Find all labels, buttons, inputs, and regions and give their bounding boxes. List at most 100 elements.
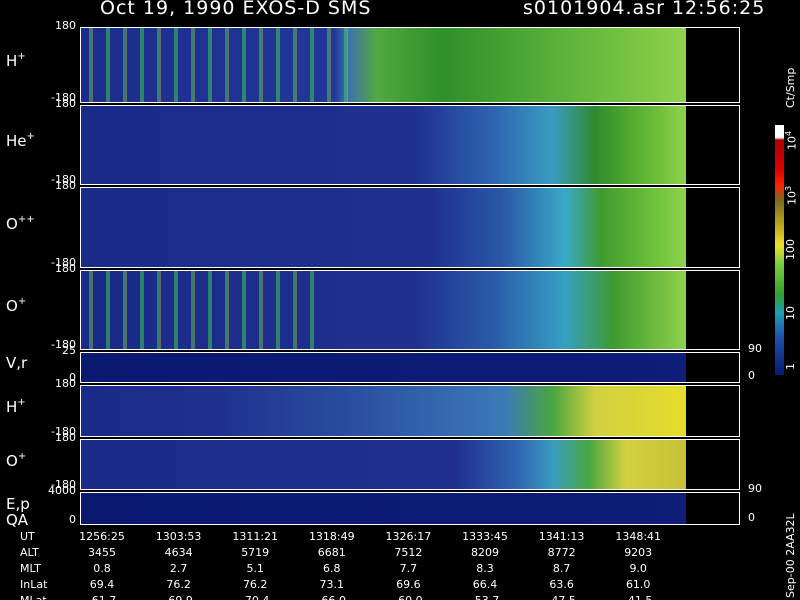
panel-border [80,492,740,525]
colorbar-label-exp: 3 [784,185,793,191]
panel-label-sup: + [26,131,35,142]
y-tick-label: 4000 [48,484,76,497]
cell: 5.1 [246,562,264,575]
cell: 1311:21 [232,530,279,543]
panel-label: E,p [6,495,30,513]
y-tick-label: -180 [51,173,76,186]
panel-border [80,439,740,490]
y-tick-label: 0 [69,371,76,384]
y-tick-label: 180 [55,431,76,444]
panel-border [80,105,740,185]
y-tick-label: 180 [55,97,76,110]
right-tick-label: 90 [748,482,762,495]
cell: 6.8 [323,562,341,575]
colorbar [775,125,784,375]
file-time: s0101904.asr 12:56:25 [523,0,766,19]
cell: -47.5 [532,594,592,600]
cell: 9.0 [629,562,647,575]
panel-label: O++ [6,214,35,233]
cell: 2.7 [169,562,188,575]
row-label: UT [20,530,35,543]
right-tick-label: 0 [748,511,755,524]
cell: 8209 [471,546,499,559]
cell: 1303:53 [155,530,202,543]
cell: 66.4 [472,578,498,591]
spectrogram-panel [80,352,686,383]
colorbar-label: 103 [784,186,799,205]
panel-label-sup: ++ [17,213,35,225]
y-tick-label: 25 [62,344,76,357]
right-tick-label: 90 [748,342,762,355]
cell: -53.7 [455,594,515,600]
cell: 1326:17 [385,530,432,543]
colorbar-label-base: 1 [784,363,797,370]
cell: 7.7 [399,562,418,575]
panel-label-text: H [6,398,18,416]
panel-label-sup: + [17,296,27,307]
colorbar-label: 104 [784,131,799,150]
cell: 1348:41 [615,530,662,543]
colorbar-label-base: 10 [784,306,797,320]
panel-label-text: O [6,297,18,315]
row-label: MLT [20,562,41,575]
cell: -61.7 [72,594,132,600]
panel-border [80,352,740,383]
row-label: InLat [20,578,48,591]
colorbar-label: 100 [784,239,797,260]
cell: 4634 [164,546,193,559]
panel-border [80,270,740,350]
row-label: ALT [20,546,39,559]
panel-border [80,187,740,268]
cell: 73.1 [319,578,345,591]
cell: 3455 [88,546,116,559]
cell: -60.0 [378,594,438,600]
panel-label: V,r [6,354,27,372]
y-tick-label: 0 [69,513,76,526]
y-tick-label: 180 [55,19,76,32]
spectrogram-panel [80,439,686,490]
panel-label-text: O [6,214,18,233]
right-tick-label: 0 [748,369,755,382]
panel-label-text: H [6,52,18,70]
cell: 1318:49 [308,530,355,543]
panel-label: H+ [6,397,26,416]
colorbar-label: 10 [784,306,797,320]
cell: 1333:45 [462,530,508,543]
cell: -66.0 [302,594,362,600]
panel-border [80,27,740,103]
panel-border [80,385,740,437]
cell: 8.7 [552,562,571,575]
cell: 8772 [547,546,576,559]
spectrogram-panel [80,492,686,525]
panel-label: H+ [6,51,26,70]
colorbar-label-base: 100 [784,239,797,260]
panel-label: He+ [6,131,35,150]
colorbar-label-base: 10 [785,191,799,205]
cell: 7512 [394,546,423,559]
y-tick-label: 180 [55,377,76,390]
cell: 76.2 [166,578,191,591]
panel-label-text: O [6,451,18,470]
row-label: MLat [20,594,47,600]
cell: -41.5 [608,594,668,600]
panel-label: O+ [6,451,26,470]
cell: 1341:13 [538,530,585,543]
cell: 0.8 [93,562,111,575]
panel-label: QA [6,510,29,529]
spectrogram-panel [80,187,686,268]
cell: 63.6 [549,578,574,591]
panel-label-text: V,r [6,353,28,372]
spectrogram-panel [80,27,686,103]
panel-label-sup: + [17,397,26,408]
cell: 69.4 [89,578,115,591]
cell: 76.2 [242,578,268,591]
cell: 61.0 [625,578,651,591]
y-tick-label: -180 [51,338,76,351]
spectrogram-panel [80,270,686,350]
panel-label-text: He [6,132,27,150]
colorbar-label-base: 10 [785,136,799,150]
cell: -70.4 [225,594,285,600]
panel-label-sup: + [17,51,26,62]
spectrogram-panel [80,385,686,437]
